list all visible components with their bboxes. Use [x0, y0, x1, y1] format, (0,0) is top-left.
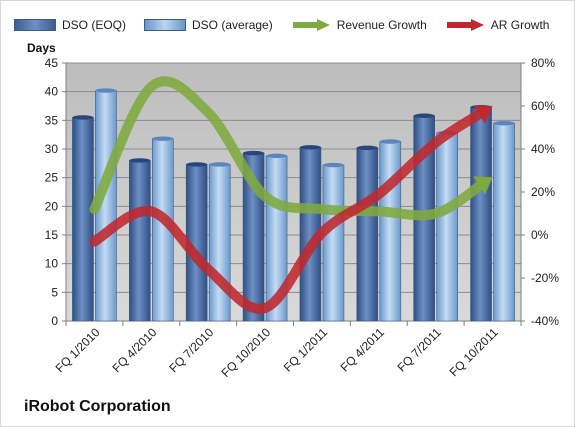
y2-tick-label: 0% [531, 228, 549, 242]
line-ar-growth [89, 106, 490, 314]
bar-cap-dso-eoq [186, 162, 208, 167]
bar-dso-average [493, 122, 515, 322]
bar-dso-eoq [72, 117, 94, 322]
x-tick-label: FQ 10/2010 [218, 325, 273, 380]
bar-cap-dso-average [209, 162, 231, 167]
legend-label-dso-average: DSO (average) [192, 18, 273, 32]
y2-tick-label: 20% [531, 185, 555, 199]
y-tick-label: 10 [45, 257, 59, 271]
bar-cap-dso-eoq [129, 158, 151, 163]
y-tick-label: 45 [45, 56, 59, 70]
line-revenue-growth [89, 76, 490, 221]
y-tick-label: 5 [51, 285, 58, 299]
y-tick-label: 35 [45, 113, 59, 127]
y-tick-label: 0 [51, 314, 58, 328]
bar-dso-average [208, 164, 231, 322]
x-tick-label: FQ 1/2011 [281, 325, 331, 375]
y2-tick-label: -20% [531, 271, 559, 285]
legend-swatch-dso-average [144, 19, 187, 31]
x-tick-label: FQ 10/2011 [447, 325, 501, 379]
bar-dso-average [322, 164, 345, 322]
y2-tick-label: 60% [531, 99, 555, 113]
x-tick-label: FQ 4/2011 [338, 325, 388, 375]
bar-dso-eoq [356, 147, 379, 322]
arrowhead-revenue-growth [473, 176, 493, 195]
y2-tick-label: 80% [531, 56, 555, 70]
x-tick-label: FQ 7/2011 [394, 325, 444, 375]
chart-legend: DSO (EOQ) DSO (average) Revenue Growth A… [14, 14, 567, 36]
y-tick-label: 40 [45, 85, 59, 99]
y-axis-title: Days [27, 41, 56, 55]
legend-item-dso-eoq: DSO (EOQ) [14, 18, 126, 32]
y-tick-label: 20 [45, 199, 59, 213]
y2-tick-label: -40% [531, 314, 559, 328]
legend-item-ar-growth: AR Growth [445, 18, 550, 32]
bar-cap-dso-average [95, 88, 117, 93]
legend-item-revenue-growth: Revenue Growth [291, 18, 427, 32]
company-name: iRobot Corporation [24, 398, 171, 415]
arrowhead-ar-growth [473, 105, 493, 124]
bar-cap-dso-average [379, 139, 401, 144]
bar-cap-dso-eoq [299, 145, 321, 150]
legend-item-dso-average: DSO (average) [144, 18, 273, 32]
bar-cap-dso-eoq [413, 113, 435, 118]
x-tick-label: FQ 1/2010 [53, 325, 103, 375]
bar-cap-dso-average [493, 121, 515, 126]
bar-cap-dso-average [266, 153, 288, 159]
x-tick-label: FQ 7/2010 [166, 325, 216, 375]
legend-arrow-ar-growth-icon [446, 19, 484, 31]
legend-label-dso-eoq: DSO (EOQ) [62, 18, 127, 32]
y-tick-label: 25 [45, 171, 59, 185]
bar-cap-dso-average [322, 162, 344, 168]
bar-cap-dso-average [152, 136, 174, 141]
y-tick-label: 15 [45, 228, 59, 242]
legend-swatch-dso-eoq [14, 19, 56, 31]
bar-dso-eoq [470, 106, 492, 322]
bar-cap-dso-eoq [72, 115, 94, 120]
legend-label-ar-growth: AR Growth [490, 18, 550, 32]
y2-tick-label: 40% [531, 142, 555, 156]
legend-arrow-revenue-growth-icon [292, 19, 330, 31]
legend-label-revenue-growth: Revenue Growth [336, 18, 427, 32]
bar-dso-average [436, 132, 458, 322]
bar-dso-average [379, 141, 402, 322]
bar-cap-dso-eoq [243, 150, 265, 156]
x-tick-label: FQ 4/2010 [109, 325, 159, 375]
bar-dso-eoq [129, 160, 151, 322]
bar-cap-dso-eoq [356, 145, 378, 151]
y-tick-label: 30 [45, 142, 59, 156]
